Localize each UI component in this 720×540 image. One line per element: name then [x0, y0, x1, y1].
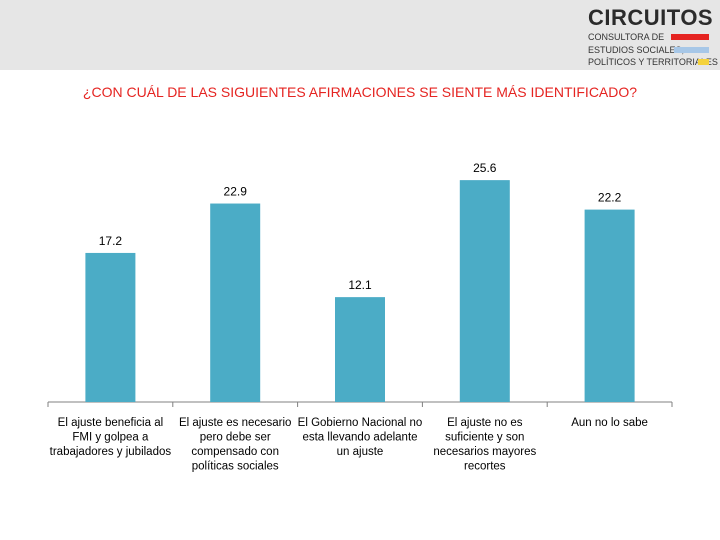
bar-1 [85, 252, 136, 402]
category-label-line: esta llevando adelante [302, 432, 417, 444]
logo-tagline-3: POLÍTICOS Y TERRITORIALES [588, 57, 718, 67]
category-label-line: necesarios mayores [433, 446, 536, 458]
category-label-2: El ajuste es necesario pero debe ser compe… [179, 417, 292, 473]
category-label-line: El ajuste no es [447, 417, 523, 429]
bar-5 [584, 209, 635, 402]
logo-yellow-strip [698, 59, 709, 65]
category-label-line: suficiente y son [445, 432, 524, 444]
category-label-line: compensado con [191, 446, 279, 458]
category-label-line: El ajuste es necesario [179, 417, 292, 429]
data-label-5: 22.2 [598, 191, 622, 205]
data-label-3: 12.1 [348, 278, 372, 292]
header-band [0, 0, 720, 70]
category-label-line: El Gobierno Nacional no [298, 417, 423, 429]
bar-2 [210, 203, 261, 402]
category-label-4: El ajuste no es suficiente y son necesario… [433, 417, 536, 473]
category-label-line: trabajadores y jubilados [50, 446, 172, 458]
category-label-line: FMI y golpea a [72, 432, 149, 444]
logo-blue-strip [674, 47, 709, 53]
category-label-5: Aun no lo sabe [571, 417, 648, 429]
category-label-line: recortes [464, 461, 506, 473]
category-label-line: Aun no lo sabe [571, 417, 648, 429]
category-label-line: pero debe ser [200, 432, 271, 444]
circuitos-logo: CIRCUITOS CONSULTORA DE ESTUDIOS SOCIALE… [586, 5, 718, 67]
data-label-2: 22.9 [224, 185, 248, 199]
logo-tagline-1: CONSULTORA DE [588, 32, 665, 42]
data-label-1: 17.2 [99, 234, 123, 248]
data-label-4: 25.6 [473, 161, 497, 175]
logo-red-strip [671, 34, 709, 40]
category-label-1: El ajuste beneficia al FMI y golpea a trab… [50, 417, 172, 458]
category-label-3: El Gobierno Nacional no esta llevando ade… [298, 417, 423, 458]
category-label-line: El ajuste beneficia al [58, 417, 163, 429]
bar-3 [335, 297, 385, 402]
chart-title: ¿CON CUÁL DE LAS SIGUIENTES AFIRMACIONES… [82, 84, 638, 100]
category-label-line: un ajuste [337, 446, 384, 458]
category-label-line: políticas sociales [192, 461, 279, 473]
logo-tagline-2: ESTUDIOS SOCIALES, [588, 45, 685, 55]
logo-brand: CIRCUITOS [588, 5, 714, 30]
bar-4 [459, 180, 510, 402]
